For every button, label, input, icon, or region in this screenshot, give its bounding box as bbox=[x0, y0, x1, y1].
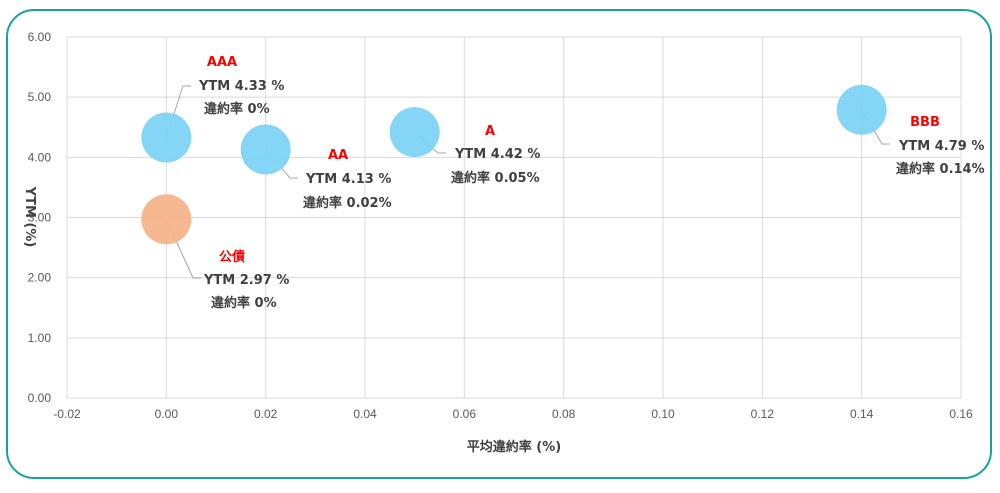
x-tick-label: 0.12 bbox=[751, 407, 775, 421]
x-tick-label: 0.02 bbox=[254, 407, 278, 421]
y-tick-label: 1.00 bbox=[28, 331, 52, 345]
point-default-rate-label: 違約率 0% bbox=[211, 295, 277, 311]
point-name-label: BBB bbox=[910, 115, 940, 130]
point-name-label: AA bbox=[328, 148, 348, 163]
y-tick-label: 5.00 bbox=[28, 90, 52, 104]
x-tick-labels: -0.02 0.00 0.02 0.04 0.06 0.08 0.10 0.12 0.14 0.1… bbox=[53, 407, 973, 421]
x-tick-label: 0.00 bbox=[155, 407, 179, 421]
bubble-point bbox=[240, 124, 291, 175]
bubbles bbox=[141, 84, 887, 245]
y-tick-labels: 0.00 1.00 2.00 3.00 4.00 5.00 6.00 bbox=[28, 30, 52, 405]
point-default-rate-label: 違約率 0% bbox=[204, 101, 270, 117]
point-name-label: AAA bbox=[207, 55, 237, 70]
bubble-point bbox=[836, 84, 887, 135]
point-default-rate-label: 違約率 0.05% bbox=[451, 170, 540, 186]
y-axis-title: YTM (%) bbox=[22, 186, 37, 248]
point-name-label: A bbox=[485, 124, 495, 139]
bubble-point bbox=[389, 107, 440, 158]
x-tick-label: 0.04 bbox=[353, 407, 377, 421]
y-tick-label: 2.00 bbox=[28, 271, 52, 285]
x-tick-label: -0.02 bbox=[53, 407, 81, 421]
point-default-rate-label: 違約率 0.14% bbox=[896, 161, 985, 177]
x-tick-label: 0.06 bbox=[453, 407, 477, 421]
data-labels: AAA YTM 4.33 % 違約率 0% AA YTM 4.13 % 違約率 0.02%… bbox=[198, 55, 985, 311]
y-tick-label: 3.00 bbox=[28, 211, 52, 225]
point-name-label: 公債 bbox=[219, 249, 245, 265]
x-tick-label: 0.16 bbox=[949, 407, 973, 421]
bubble-point bbox=[141, 112, 192, 163]
point-ytm-label: YTM 2.97 % bbox=[203, 273, 289, 288]
y-tick-label: 6.00 bbox=[28, 30, 52, 44]
point-ytm-label: YTM 4.42 % bbox=[454, 147, 540, 162]
x-tick-label: 0.14 bbox=[850, 407, 874, 421]
x-tick-label: 0.08 bbox=[552, 407, 576, 421]
point-ytm-label: YTM 4.33 % bbox=[198, 79, 284, 94]
y-tick-label: 4.00 bbox=[28, 150, 52, 164]
point-ytm-label: YTM 4.79 % bbox=[898, 139, 984, 154]
point-default-rate-label: 違約率 0.02% bbox=[303, 195, 392, 211]
bubble-point bbox=[141, 194, 192, 245]
x-axis-title: 平均違約率 (%) bbox=[467, 439, 561, 455]
x-tick-label: 0.10 bbox=[651, 407, 675, 421]
point-ytm-label: YTM 4.13 % bbox=[305, 172, 391, 187]
chart-frame bbox=[6, 9, 992, 479]
y-tick-label: 0.00 bbox=[28, 391, 52, 405]
